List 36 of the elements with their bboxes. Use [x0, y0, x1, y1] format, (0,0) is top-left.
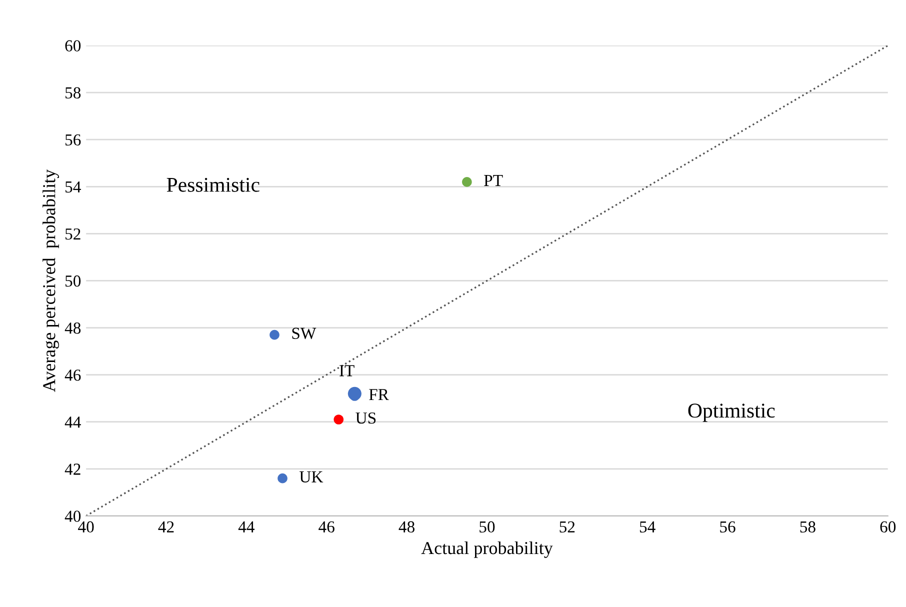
x-tick-label: 46	[318, 521, 334, 533]
point	[270, 330, 280, 340]
point	[334, 414, 344, 424]
x-tick-label: 56	[720, 521, 736, 533]
x-tick-label: 44	[238, 521, 255, 532]
y-tick-label: 50	[66, 275, 81, 287]
y-tick-label: 40	[64, 510, 81, 522]
y-tick-label: 60	[65, 40, 81, 52]
y-tick-label: 52	[66, 228, 80, 240]
x-tick-label: 52	[560, 521, 575, 533]
y-axis-title: Average perceived probability	[42, 169, 59, 392]
x-tick-label: 54	[640, 521, 656, 533]
y-tick-label: 54	[66, 181, 81, 193]
x-tick-label: 60	[880, 521, 896, 533]
y-tick-label: 58	[66, 87, 81, 99]
y-tick-label: 48	[64, 322, 81, 334]
series-label: FR	[369, 389, 389, 400]
x-tick-label: 48	[398, 521, 414, 533]
x-tick-label: 50	[480, 521, 495, 533]
y-tick-label: 44	[64, 416, 81, 428]
point	[278, 473, 288, 484]
y-tick-label: 56	[66, 134, 81, 146]
series-label: UK	[300, 471, 324, 482]
x-tick-label: 40	[78, 521, 94, 533]
series-label: IT	[340, 365, 354, 376]
annotation: Pessimistic	[166, 178, 260, 192]
point	[462, 177, 472, 187]
x-axis-title: Actual probability	[421, 541, 553, 558]
y-tick-label: 46	[64, 370, 81, 381]
x-tick-label: 42	[158, 521, 174, 532]
series-label: SW	[292, 328, 316, 340]
annotation: Optimistic	[688, 404, 775, 422]
series-label: US	[356, 412, 376, 424]
series-label: PT	[484, 175, 503, 186]
y-tick-label: 42	[64, 464, 80, 475]
x-tick-label: 58	[800, 521, 816, 533]
